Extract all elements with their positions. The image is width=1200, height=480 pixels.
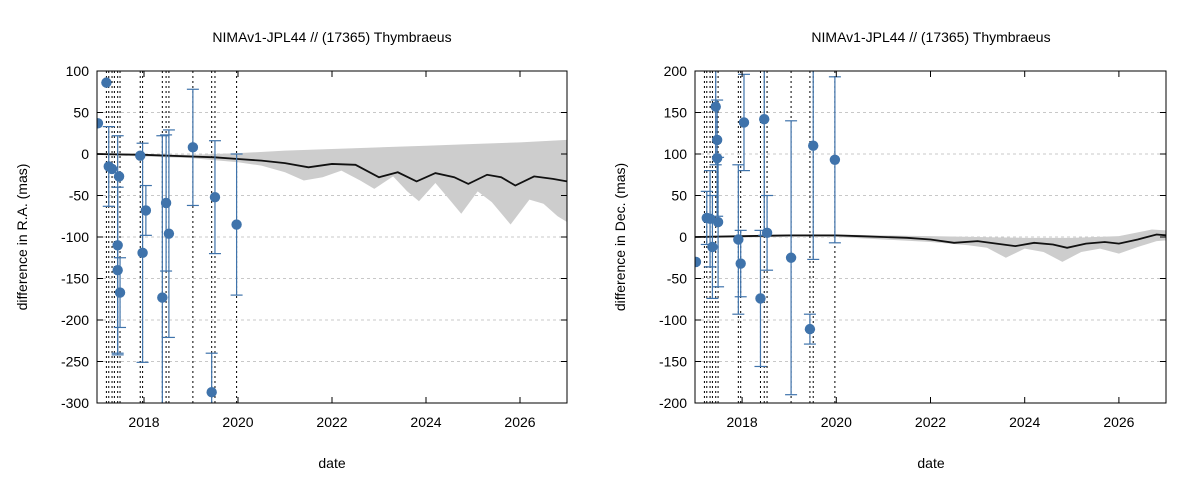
dec-data-point [785,252,797,263]
ra-data-point [206,387,217,398]
ra-data-point [106,163,118,175]
dec-y-tick-label: -200 [659,395,687,411]
ra-data-point [113,171,125,182]
ra-data-point [187,142,199,153]
ra-x-tick-label: 2024 [410,414,441,430]
dec-data-point [808,140,819,151]
dec-x-tick-label: 2018 [727,414,758,430]
ra-chart: NIMAv1-JPL44 // (17365) Thymbraeus date … [14,29,568,471]
ra-data-point [114,287,126,298]
dec-data-point [711,152,723,164]
ra-data-point [163,228,175,239]
dec-y-axis-label: difference in Dec. (mas) [612,163,628,311]
dec-data-point [761,227,773,239]
ra-y-tick-label: -100 [61,229,89,245]
dec-y-tick-label: -50 [667,271,687,287]
dec-data-point [755,293,766,304]
ra-y-tick-label: 100 [66,63,90,79]
dec-data-point [695,256,702,268]
dec-data-point [738,117,750,128]
dec-chart-title: NIMAv1-JPL44 // (17365) Thymbraeus [811,29,1050,45]
ra-data-point [135,150,146,161]
ra-data-point [209,191,221,203]
ra-y-tick-label: -150 [61,271,89,287]
dec-data-point [707,241,718,253]
ra-x-tick-label: 2022 [316,414,347,430]
dec-data-point [829,154,841,166]
ra-x-axis-label: date [318,455,345,471]
dec-data-point [733,234,744,245]
ra-plot-area [97,71,567,403]
ra-y-axis-label: difference in R.A. (mas) [14,164,30,311]
dec-uncertainty-band [695,229,1166,262]
ra-x-tick-label: 2018 [128,414,159,430]
dec-y-tick-label: 200 [664,63,688,79]
dec-x-axis-label: date [917,455,944,471]
dec-x-tick-label: 2024 [1009,414,1040,430]
ra-y-tick-label: 0 [81,146,89,162]
dec-plot-area [695,71,1166,403]
ra-data-point [160,197,172,209]
dec-chart: NIMAv1-JPL44 // (17365) Thymbraeus date … [612,29,1167,471]
dec-y-tick-label: 50 [671,188,687,204]
dec-data-point [735,258,746,269]
ra-data-point [112,265,123,276]
ra-x-tick-label: 2020 [222,414,253,430]
dec-y-tick-label: -150 [659,354,687,370]
dec-x-tick-label: 2022 [915,414,946,430]
dec-y-tick-label: 0 [679,229,687,245]
ra-y-tick-label: 50 [73,105,89,121]
ra-y-tick-label: -300 [61,395,89,411]
ra-data-point [157,292,168,303]
dec-model-line [695,233,1166,249]
ra-model-line [97,153,567,187]
ra-y-tick-label: -250 [61,354,89,370]
ra-y-tick-label: -50 [69,188,89,204]
ra-data-point [137,247,148,258]
ra-data-point [97,118,104,129]
ra-uncertainty-band [97,139,567,225]
dec-data-point [712,216,724,228]
dec-y-tick-label: 150 [664,105,688,121]
ra-x-tick-label: 2026 [504,414,535,430]
ra-data-point [140,205,152,216]
dec-y-tick-label: -100 [659,312,687,328]
ra-data-point [101,77,112,88]
ra-y-tick-label: -200 [61,312,89,328]
dec-x-tick-label: 2026 [1103,414,1134,430]
ra-chart-title: NIMAv1-JPL44 // (17365) Thymbraeus [212,29,451,45]
dec-data-point [804,323,816,335]
dec-y-tick-label: 100 [664,146,688,162]
dec-data-point [710,101,721,112]
ra-data-point [231,219,242,230]
dec-data-point [759,113,770,125]
dec-x-tick-label: 2020 [821,414,852,430]
